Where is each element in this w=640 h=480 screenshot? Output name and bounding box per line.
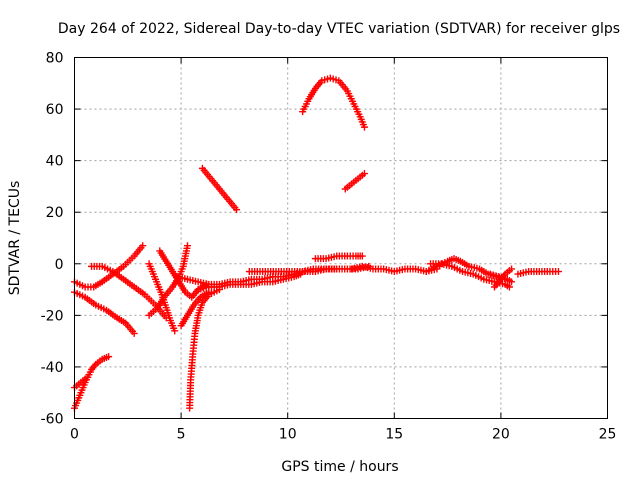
data-point-marker (360, 123, 368, 131)
y-axis-label: SDTVAR / TECUs (7, 181, 23, 296)
data-point-marker (171, 327, 179, 335)
data-point-marker (130, 329, 138, 337)
series-arc-10 (186, 286, 223, 412)
y-tick-label: -20 (41, 308, 64, 324)
x-tick-label: 20 (492, 427, 510, 443)
y-tick-label: 80 (46, 51, 64, 67)
x-tick-label: 10 (279, 427, 297, 443)
series-arc-14 (198, 164, 241, 214)
data-point-marker (139, 242, 147, 250)
series-arc-12 (194, 270, 304, 294)
series-arc-23 (514, 268, 562, 278)
y-tick-label: 40 (46, 154, 64, 170)
series-arc-22 (491, 265, 516, 291)
y-tick-label: 60 (46, 102, 64, 118)
y-tick-label: -60 (41, 412, 64, 428)
series-arc-17 (311, 252, 366, 263)
data-point-marker (183, 242, 191, 250)
data-point-marker (105, 353, 113, 361)
data-point-marker (360, 170, 368, 178)
data-point-marker (505, 283, 513, 291)
data-point-marker (508, 278, 516, 286)
y-tick-label: 20 (46, 205, 64, 221)
chart-title: Day 264 of 2022, Sidereal Day-to-day VTE… (58, 21, 620, 37)
x-tick-label: 25 (599, 427, 617, 443)
x-axis-label: GPS time / hours (281, 459, 398, 475)
series-arc-13 (245, 265, 339, 276)
x-tick-label: 5 (177, 427, 186, 443)
data-point-marker (83, 373, 91, 381)
data-point-marker (233, 206, 241, 214)
data-layer (71, 74, 562, 412)
plot-frame (74, 57, 608, 419)
series-arc-3 (71, 242, 147, 291)
series-arc-18 (348, 262, 441, 276)
data-point-marker (508, 265, 516, 273)
series-arc-15 (299, 74, 368, 131)
x-tick-label: 0 (70, 427, 79, 443)
grid-layer (74, 57, 608, 419)
x-tick-label: 15 (385, 427, 403, 443)
series-arc-4 (71, 288, 138, 337)
data-point-marker (358, 252, 366, 260)
series-arc-7 (145, 260, 179, 335)
series-arc-16 (341, 170, 368, 193)
data-point-marker (554, 268, 562, 276)
y-tick-label: 0 (55, 257, 64, 273)
data-point-marker (331, 265, 339, 273)
y-tick-label: -40 (41, 360, 64, 376)
